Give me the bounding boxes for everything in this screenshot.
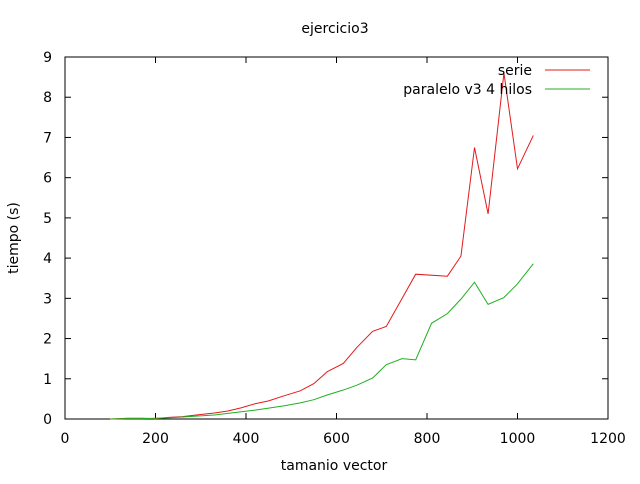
y-tick-label: 8: [43, 90, 52, 106]
series-layer: [110, 73, 534, 420]
x-axis-label: tamanio vector: [281, 458, 388, 474]
x-tick-label: 0: [61, 431, 70, 447]
x-tick-label: 400: [233, 431, 260, 447]
y-tick-label: 4: [43, 251, 52, 267]
x-tick-label: 1000: [500, 431, 536, 447]
legend-label: paralelo v3 4 hilos: [403, 82, 532, 98]
series-line-serie: [110, 73, 534, 420]
y-tick-label: 0: [43, 412, 52, 428]
x-axis-ticks: 0 200 400 600 800 1000 1200: [61, 57, 626, 447]
y-tick-label: 2: [43, 332, 52, 348]
y-tick-label: 1: [43, 372, 52, 388]
x-tick-label: 800: [414, 431, 441, 447]
series-line-paralelo: [110, 263, 534, 420]
y-tick-label: 5: [43, 211, 52, 227]
y-tick-label: 9: [43, 50, 52, 66]
plot-frame: [64, 56, 609, 420]
legend-label: serie: [498, 63, 532, 79]
y-tick-label: 7: [43, 130, 52, 146]
y-axis-ticks: 0 1 2 3 4 5 6 7 8 9: [43, 50, 608, 428]
x-tick-label: 1200: [590, 431, 626, 447]
x-tick-label: 600: [323, 431, 350, 447]
legend: serie paralelo v3 4 hilos: [403, 63, 590, 98]
y-tick-label: 3: [43, 291, 52, 307]
chart-title: ejercicio3: [301, 21, 368, 37]
y-axis-label: tiempo (s): [6, 202, 22, 274]
y-tick-label: 6: [43, 171, 52, 187]
x-tick-label: 200: [142, 431, 169, 447]
